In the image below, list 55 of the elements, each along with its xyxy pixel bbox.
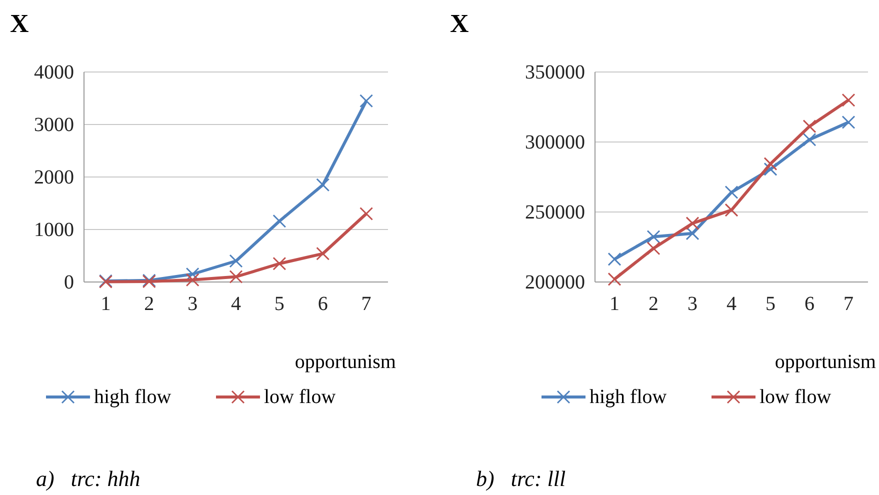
x-tick-label: 6 (318, 293, 328, 316)
point (360, 207, 374, 220)
point (646, 230, 660, 244)
x-axis-title: opportunism (294, 351, 396, 373)
y-tick-label: 3000 (34, 114, 74, 136)
point (764, 157, 778, 171)
point (842, 116, 856, 130)
x-tick-label: 5 (766, 293, 776, 316)
point (229, 254, 243, 268)
legend-label: high flow (94, 386, 172, 408)
point (686, 226, 700, 240)
point (186, 273, 200, 287)
x-tick-label: 3 (188, 293, 198, 316)
point (316, 178, 330, 192)
chart-title: X (10, 9, 29, 38)
x-tick-label: 7 (844, 293, 854, 316)
y-tick-label: 4000 (34, 61, 74, 84)
x-tick-label: 1 (100, 293, 111, 316)
x-tick-label: 4 (726, 293, 736, 316)
point (316, 246, 330, 260)
x-axis-title: opportunism (774, 351, 876, 373)
x-tick-label: 2 (648, 293, 658, 316)
point (686, 216, 700, 230)
y-tick-label: 0 (64, 271, 74, 294)
point (229, 270, 243, 284)
x-tick-label: 5 (274, 293, 284, 316)
y-tick-label: 200000 (525, 271, 585, 294)
point (802, 132, 816, 146)
x-tick-label: 3 (688, 293, 698, 316)
legend-label: high flow (590, 386, 668, 408)
x-tick-label: 7 (361, 293, 372, 316)
point (608, 272, 622, 286)
text: b) trc: lll (476, 466, 566, 491)
point (724, 203, 738, 217)
y-tick-label: 300000 (525, 131, 585, 154)
point (360, 94, 374, 108)
x-tick-label: 1 (610, 293, 620, 316)
x-tick-label: 4 (231, 293, 241, 316)
point (646, 242, 660, 256)
text: a) trc: hhh (36, 466, 140, 491)
chart-title: X (450, 9, 469, 38)
y-tick-label: 1000 (34, 218, 74, 241)
x-tick-label: 2 (144, 293, 154, 316)
y-tick-label: 350000 (525, 61, 585, 84)
point (272, 256, 286, 270)
point (802, 120, 816, 134)
x-tick-label: 6 (804, 293, 814, 316)
legend-label: low flow (264, 386, 336, 408)
point (608, 252, 622, 266)
y-tick-label: 2000 (34, 166, 74, 188)
legend-label: low flow (760, 386, 832, 408)
point (842, 93, 856, 107)
y-tick-label: 250000 (525, 201, 585, 224)
point (724, 186, 738, 200)
point (764, 162, 778, 176)
